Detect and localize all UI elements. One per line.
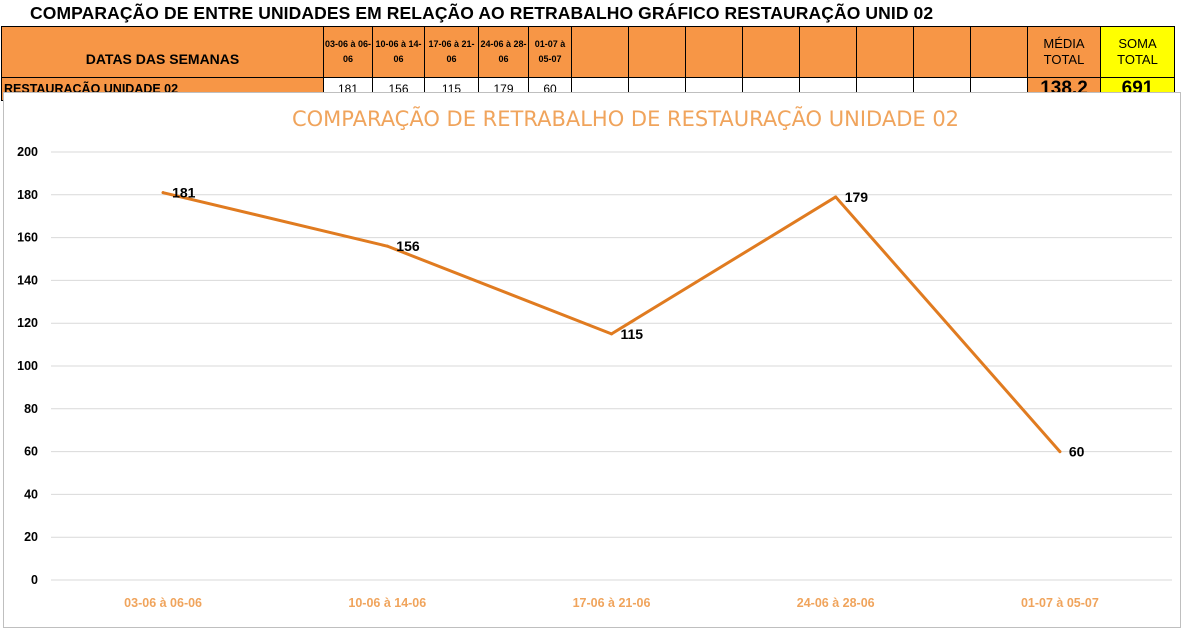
data-point bbox=[610, 332, 613, 336]
date-header-1: 03-06 à 06-06 bbox=[323, 26, 373, 78]
x-tick-label: 03-06 à 06-06 bbox=[124, 596, 202, 610]
empty-header-cell bbox=[685, 26, 743, 78]
empty-header-cell bbox=[970, 26, 1028, 78]
chart-area: COMPARAÇÃO DE RETRABALHO DE RESTAURAÇÃO … bbox=[3, 92, 1181, 628]
data-label: 60 bbox=[1069, 444, 1085, 460]
x-tick-label: 01-07 à 05-07 bbox=[1021, 596, 1099, 610]
data-point bbox=[1058, 450, 1062, 454]
empty-header-cell bbox=[571, 26, 629, 78]
data-point bbox=[385, 244, 389, 248]
empty-header-cell bbox=[799, 26, 857, 78]
y-tick-label: 80 bbox=[24, 402, 38, 416]
y-tick-label: 100 bbox=[17, 359, 38, 373]
data-label: 115 bbox=[621, 326, 644, 342]
data-point bbox=[161, 191, 165, 195]
x-tick-label: 24-06 à 28-06 bbox=[797, 596, 875, 610]
y-tick-label: 60 bbox=[24, 445, 38, 459]
page-title: COMPARAÇÃO DE ENTRE UNIDADES EM RELAÇÃO … bbox=[30, 3, 934, 23]
summary-table: DATAS DAS SEMANAS 03-06 à 06-06 10-06 à … bbox=[1, 26, 1175, 101]
date-header-2: 10-06 à 14-06 bbox=[372, 26, 425, 78]
y-tick-label: 180 bbox=[17, 188, 38, 202]
date-header-4: 24-06 à 28-06 bbox=[478, 26, 529, 78]
chart-title: COMPARAÇÃO DE RETRABALHO DE RESTAURAÇÃO … bbox=[292, 105, 959, 131]
data-label: 179 bbox=[845, 189, 869, 205]
empty-header-cell bbox=[742, 26, 800, 78]
empty-header-cell bbox=[628, 26, 686, 78]
media-total-header: MÉDIA TOTAL bbox=[1027, 26, 1101, 78]
date-header-3: 17-06 à 21-06 bbox=[424, 26, 479, 78]
y-tick-label: 0 bbox=[31, 573, 38, 587]
data-label: 156 bbox=[396, 238, 420, 254]
empty-header-cell bbox=[856, 26, 914, 78]
empty-header-cell bbox=[913, 26, 971, 78]
date-header-5: 01-07 à 05-07 bbox=[528, 26, 572, 78]
data-point bbox=[834, 195, 838, 199]
soma-total-header: SOMA TOTAL bbox=[1100, 26, 1175, 78]
series-line bbox=[161, 191, 1062, 454]
y-tick-label: 120 bbox=[17, 316, 38, 330]
y-tick-label: 20 bbox=[24, 530, 38, 544]
y-tick-label: 40 bbox=[24, 487, 38, 501]
data-label: 181 bbox=[172, 185, 196, 201]
x-tick-label: 17-06 à 21-06 bbox=[573, 596, 651, 610]
table-header-label: DATAS DAS SEMANAS bbox=[1, 26, 324, 78]
y-tick-label: 160 bbox=[17, 231, 38, 245]
line-chart: COMPARAÇÃO DE RETRABALHO DE RESTAURAÇÃO … bbox=[17, 105, 1172, 610]
x-tick-label: 10-06 à 14-06 bbox=[348, 596, 426, 610]
y-tick-label: 200 bbox=[17, 145, 38, 159]
y-tick-label: 140 bbox=[17, 273, 38, 287]
